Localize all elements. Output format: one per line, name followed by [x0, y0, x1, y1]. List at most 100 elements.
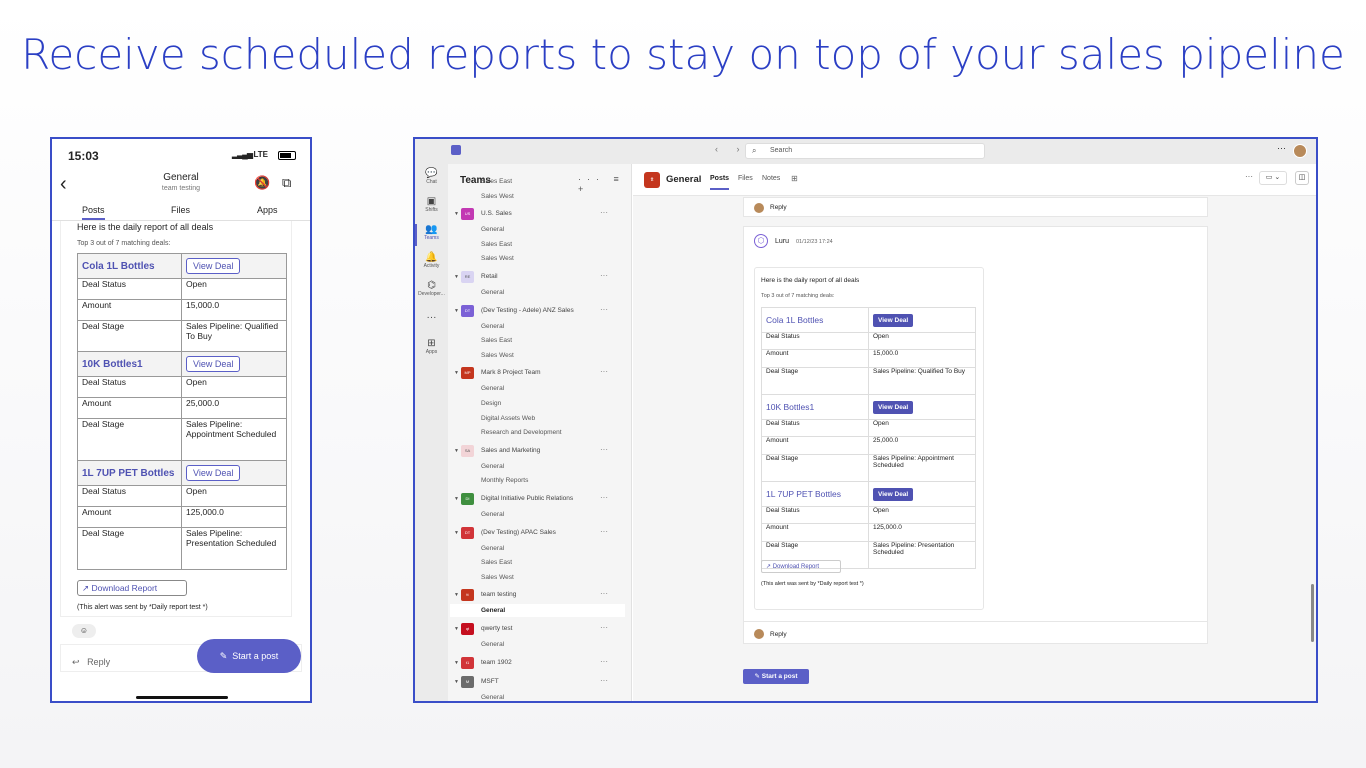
view-deal-button[interactable]: View Deal [186, 465, 241, 481]
tab-posts[interactable]: Posts [82, 205, 105, 220]
nav-arrows-icon[interactable]: ‹ › [715, 144, 748, 154]
field-value: Open [868, 506, 976, 524]
channel-item[interactable]: Sales West [481, 255, 514, 263]
more-icon[interactable]: ··· [600, 367, 608, 377]
team-item[interactable]: ▼ SA Sales and Marketing ··· [448, 444, 631, 459]
rail-developer[interactable]: ⌬ Developer... [415, 280, 448, 297]
side-panel-icon[interactable]: ◫ [1295, 171, 1309, 185]
teams-title: Teams [460, 175, 491, 186]
more-icon[interactable]: ··· [1277, 143, 1286, 153]
report-intro: Here is the daily report of all deals [77, 222, 214, 232]
rail-activity[interactable]: 🔔 Activity [415, 252, 448, 269]
channel-item[interactable]: Research and Development [481, 429, 562, 437]
field-value: Sales Pipeline: Appointment Scheduled [868, 454, 976, 482]
reply-link[interactable]: Reply [770, 631, 787, 638]
channel-item[interactable]: General [481, 607, 506, 615]
avatar[interactable] [1293, 144, 1307, 158]
channel-item[interactable]: Sales East [481, 178, 513, 185]
channel-item[interactable]: General [481, 511, 505, 518]
channel-item[interactable]: Design [481, 400, 502, 407]
channel-item[interactable]: Sales West [481, 351, 514, 359]
more-icon[interactable]: ··· [600, 526, 608, 536]
team-item[interactable]: ▼ t1 team 1902 ··· [448, 656, 631, 671]
rail-shifts[interactable]: ▣ Shifts [415, 196, 448, 213]
team-avatar: qt [461, 623, 474, 635]
field-value: Sales Pipeline: Qualified To Buy [868, 367, 976, 395]
team-name: Sales and Marketing [481, 446, 541, 454]
channel-item[interactable]: Sales West [481, 192, 514, 200]
rail-teams[interactable]: 👥 Teams [415, 224, 448, 241]
view-deal-button[interactable]: View Deal [873, 313, 914, 327]
rail-more[interactable]: ··· [415, 312, 448, 323]
team-item[interactable]: ▼ DT (Dev Testing - Adele) ANZ Sales ··· [448, 304, 631, 319]
more-icon[interactable]: ··· [600, 271, 608, 280]
more-icon[interactable]: ··· [600, 493, 608, 502]
team-item[interactable]: ▼ M MSFT ··· [448, 675, 631, 690]
team-item[interactable]: ▼ US U.S. Sales ··· [448, 208, 631, 222]
meet-icon[interactable]: ▭ ⌄ [1259, 171, 1287, 185]
channel-item[interactable]: General [481, 385, 505, 393]
more-icon[interactable]: ··· [600, 444, 608, 454]
channel-item[interactable]: General [481, 462, 505, 470]
more-icon[interactable]: ··· [600, 675, 608, 685]
team-item[interactable]: ▼ DT (Dev Testing) APAC Sales ··· [448, 526, 631, 541]
team-item[interactable]: ▼ qt qwerty test ··· [448, 623, 631, 637]
channel-item[interactable]: Monthly Reports [481, 477, 529, 485]
table-row: Deal Stage Sales Pipeline: Presentation S… [761, 541, 976, 569]
tab-apps[interactable]: Apps [257, 205, 278, 215]
start-post-button[interactable]: ✎ Start a post [197, 639, 301, 673]
view-deal-button[interactable]: View Deal [873, 400, 914, 414]
channel-item[interactable]: Sales West [481, 573, 514, 581]
tab-files[interactable]: Files [738, 175, 753, 182]
channel-item[interactable]: General [481, 322, 505, 330]
rail-apps[interactable]: ⊞ Apps [415, 338, 448, 355]
notifications-off-icon[interactable]: 🔕 [254, 175, 271, 190]
channel-item[interactable]: General [481, 226, 505, 234]
meet-icon[interactable]: ⧉ [282, 175, 292, 190]
channel-item[interactable]: General [481, 641, 505, 648]
download-report-button[interactable]: ↗ Download Report [77, 580, 187, 596]
avatar [754, 629, 764, 639]
channel-item[interactable]: Sales East [481, 240, 513, 248]
tab-files[interactable]: Files [171, 205, 191, 215]
team-item[interactable]: ▼ DI Digital Initiative Public Relations ··… [448, 493, 631, 507]
reply-link[interactable]: Reply [770, 204, 787, 211]
scrollbar[interactable] [1311, 584, 1314, 642]
view-deal-button[interactable]: View Deal [873, 487, 914, 501]
download-report-button[interactable]: ↗ Download Report [761, 560, 841, 573]
start-post-button[interactable]: ✎ Start a post [743, 669, 809, 684]
deal-name: 10K Bottles1 [82, 358, 143, 370]
channel-item[interactable]: General [481, 693, 505, 701]
team-item[interactable]: ▼ RE Retail ··· [448, 271, 631, 285]
reply-link[interactable]: ↩ Reply [72, 657, 110, 668]
more-icon[interactable]: ··· [600, 208, 608, 218]
channel-item[interactable]: General [481, 289, 505, 296]
team-name: Digital Initiative Public Relations [481, 495, 574, 502]
rail-chat[interactable]: 💬 Chat [415, 168, 448, 185]
more-icon[interactable]: ··· [600, 304, 608, 314]
view-deal-button[interactable]: View Deal [186, 258, 241, 274]
field-value: Open [868, 419, 976, 437]
tab-posts[interactable]: Posts [710, 175, 730, 190]
more-icon[interactable]: ··· [1245, 172, 1253, 181]
tab-notes[interactable]: Notes [762, 175, 781, 182]
more-icon[interactable]: ··· [600, 589, 608, 599]
search-input[interactable]: ⌕ Search [745, 143, 985, 159]
add-tab-icon[interactable]: ⊞ [791, 174, 798, 183]
channel-item[interactable]: Sales East [481, 337, 513, 345]
list-actions-icon[interactable]: ··· ≡ + [578, 174, 625, 194]
more-icon[interactable]: ··· [600, 656, 608, 666]
reaction-icon[interactable]: ☺ [72, 624, 96, 638]
team-item[interactable]: ▼ MP Mark 8 Project Team ··· [448, 367, 631, 381]
start-post-label: Start a post [761, 673, 798, 680]
team-name: U.S. Sales [481, 210, 512, 218]
view-deal-button[interactable]: View Deal [186, 356, 241, 372]
team-name: Mark 8 Project Team [481, 369, 541, 377]
channel-item[interactable]: General [481, 544, 505, 552]
reply-bar[interactable] [60, 644, 302, 672]
channel-item[interactable]: Sales East [481, 559, 513, 567]
channel-item[interactable]: Digital Assets Web [481, 414, 536, 422]
back-icon[interactable]: ‹ [60, 173, 67, 195]
more-icon[interactable]: ··· [600, 623, 608, 632]
team-item[interactable]: ▼ tt team testing ··· [448, 589, 631, 603]
